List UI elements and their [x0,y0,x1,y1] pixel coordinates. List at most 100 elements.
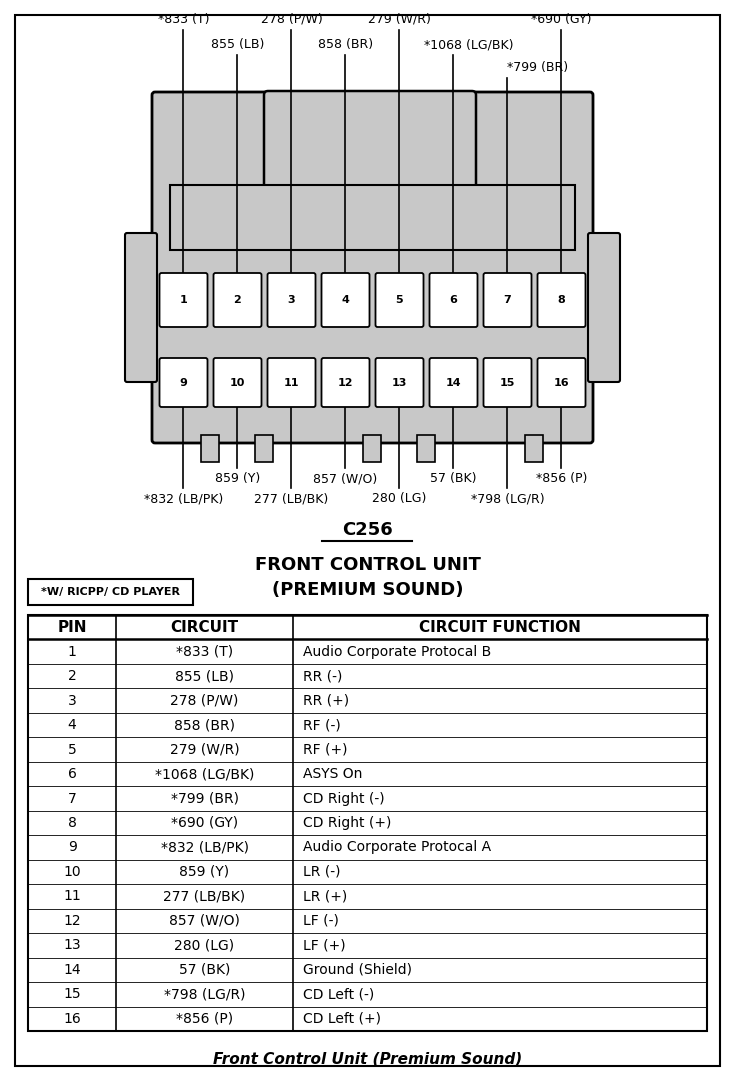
FancyBboxPatch shape [264,91,476,189]
Text: 57 (BK): 57 (BK) [179,963,230,977]
Text: 1: 1 [68,644,76,658]
Text: LF (-): LF (-) [303,913,339,927]
FancyBboxPatch shape [429,358,478,408]
Text: Audio Corporate Protocal A: Audio Corporate Protocal A [303,840,491,854]
Text: *1068 (LG/BK): *1068 (LG/BK) [155,768,254,782]
Text: 57 (BK): 57 (BK) [430,472,477,485]
Text: 16: 16 [553,377,570,387]
Text: Front Control Unit (Premium Sound): Front Control Unit (Premium Sound) [213,1052,522,1067]
Text: RF (+): RF (+) [303,743,348,757]
FancyBboxPatch shape [484,358,531,408]
Text: 859 (Y): 859 (Y) [215,472,260,485]
Text: CD Left (-): CD Left (-) [303,987,374,1001]
Bar [28,615,707,1031]
Text: Ground (Shield): Ground (Shield) [303,963,412,977]
Text: 7: 7 [68,791,76,805]
Text: 279 (W/R): 279 (W/R) [170,743,240,757]
Text: 13: 13 [63,938,81,952]
Text: *832 (LB/PK): *832 (LB/PK) [160,840,248,854]
Text: 279 (W/R): 279 (W/R) [368,13,431,26]
Bar [28,579,193,605]
Text: 3: 3 [68,694,76,708]
Text: 6: 6 [68,768,76,782]
Text: *W/ RICPP/ CD PLAYER: *W/ RICPP/ CD PLAYER [41,587,180,597]
Text: 10: 10 [63,865,81,879]
Text: *798 (LG/R): *798 (LG/R) [470,492,545,505]
FancyBboxPatch shape [159,358,207,408]
Text: C256: C256 [342,521,393,539]
FancyBboxPatch shape [429,273,478,326]
FancyBboxPatch shape [321,273,370,326]
Text: 857 (W/O): 857 (W/O) [169,913,240,927]
FancyBboxPatch shape [152,92,593,443]
Text: CD Right (-): CD Right (-) [303,791,384,805]
Text: *799 (BR): *799 (BR) [507,61,568,74]
Text: Audio Corporate Protocal B: Audio Corporate Protocal B [303,644,491,658]
Text: *1068 (LG/BK): *1068 (LG/BK) [424,38,513,51]
Text: 11: 11 [63,890,81,904]
Text: 858 (BR): 858 (BR) [174,718,235,732]
Text: LF (+): LF (+) [303,938,345,952]
Text: LR (+): LR (+) [303,890,347,904]
Text: 5: 5 [68,743,76,757]
FancyBboxPatch shape [321,358,370,408]
Text: 280 (LG): 280 (LG) [174,938,234,952]
Text: 15: 15 [63,987,81,1001]
FancyBboxPatch shape [213,358,262,408]
Text: 4: 4 [342,295,349,305]
Text: CIRCUIT FUNCTION: CIRCUIT FUNCTION [419,619,581,635]
Bar [170,185,575,250]
FancyBboxPatch shape [588,233,620,382]
Text: 15: 15 [500,377,515,387]
Text: FRONT CONTROL UNIT: FRONT CONTROL UNIT [254,556,481,574]
Text: *799 (BR): *799 (BR) [171,791,239,805]
Text: 13: 13 [392,377,407,387]
FancyBboxPatch shape [537,273,586,326]
Bar [526,435,543,462]
Text: 7: 7 [503,295,512,305]
Text: 855 (LB): 855 (LB) [211,38,264,51]
Text: 2: 2 [68,669,76,683]
Text: 9: 9 [179,377,187,387]
FancyBboxPatch shape [268,273,315,326]
Text: CD Right (+): CD Right (+) [303,816,391,830]
Text: 9: 9 [68,840,76,854]
Text: RR (+): RR (+) [303,694,349,708]
Text: 14: 14 [445,377,462,387]
FancyBboxPatch shape [537,358,586,408]
FancyBboxPatch shape [376,273,423,326]
Text: 277 (LB/BK): 277 (LB/BK) [163,890,245,904]
Text: 4: 4 [68,718,76,732]
Text: LR (-): LR (-) [303,865,340,879]
Text: 12: 12 [338,377,354,387]
Text: 855 (LB): 855 (LB) [175,669,234,683]
Bar [364,435,381,462]
Text: 3: 3 [287,295,295,305]
Text: RF (-): RF (-) [303,718,340,732]
Bar [201,435,220,462]
FancyBboxPatch shape [484,273,531,326]
Text: (PREMIUM SOUND): (PREMIUM SOUND) [272,580,463,599]
Bar [256,435,273,462]
Text: *856 (P): *856 (P) [536,472,587,485]
FancyBboxPatch shape [213,273,262,326]
Text: 277 (LB/BK): 277 (LB/BK) [254,492,329,505]
Text: CIRCUIT: CIRCUIT [171,619,239,635]
Text: 14: 14 [63,963,81,977]
Text: 1: 1 [179,295,187,305]
FancyBboxPatch shape [376,358,423,408]
Text: 278 (P/W): 278 (P/W) [261,13,323,26]
Text: ASYS On: ASYS On [303,768,362,782]
Text: *798 (LG/R): *798 (LG/R) [164,987,245,1001]
Text: 16: 16 [63,1012,81,1026]
Text: 12: 12 [63,913,81,927]
Text: 8: 8 [68,816,76,830]
Text: 5: 5 [395,295,404,305]
Text: 859 (Y): 859 (Y) [179,865,229,879]
Text: PIN: PIN [57,619,87,635]
Text: *832 (LB/PK): *832 (LB/PK) [144,492,223,505]
Text: 8: 8 [558,295,565,305]
Text: 280 (LG): 280 (LG) [373,492,427,505]
Text: 11: 11 [284,377,299,387]
Text: CD Left (+): CD Left (+) [303,1012,381,1026]
